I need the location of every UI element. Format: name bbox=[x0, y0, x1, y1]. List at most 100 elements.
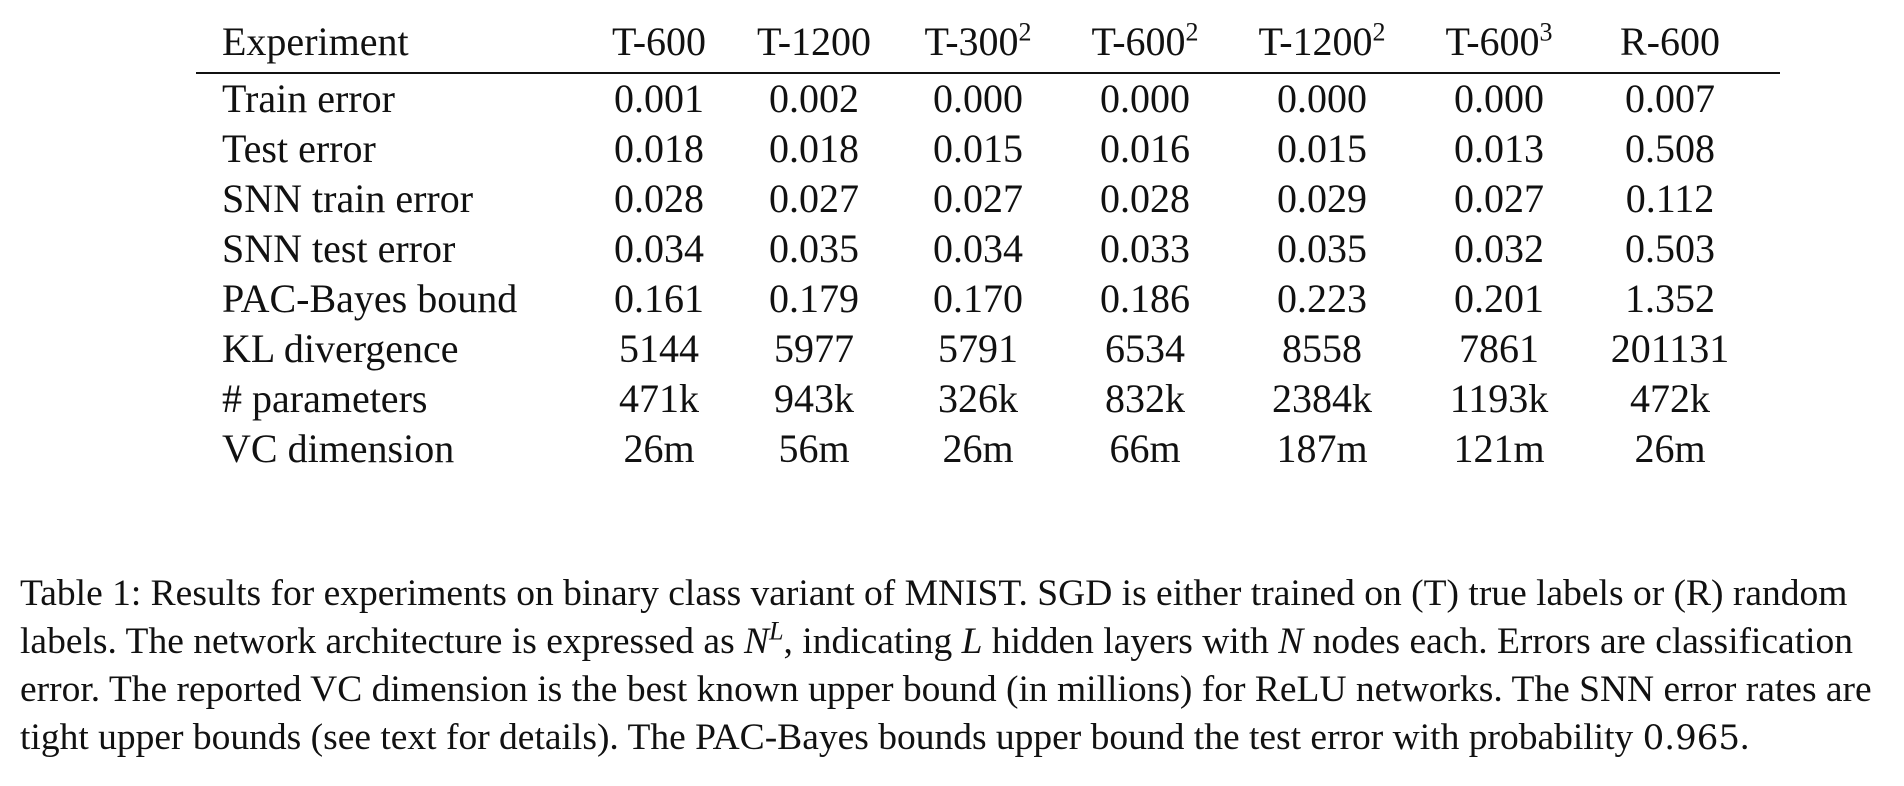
table-cell: 832k bbox=[1105, 376, 1185, 421]
table-cell: 26m bbox=[623, 426, 695, 471]
table-row: Test error 0.018 0.018 0.015 0.016 0.015 0.013… bbox=[196, 124, 1780, 174]
table-cell: 121m bbox=[1453, 426, 1545, 471]
row-label: # parameters bbox=[222, 376, 428, 421]
row-label: KL divergence bbox=[222, 326, 459, 371]
caption-math-n: N bbox=[744, 620, 770, 662]
table-cell: 0.033 bbox=[1100, 226, 1190, 271]
table-cell: 0.179 bbox=[769, 276, 859, 321]
results-table: Experiment T-600 T-1200 T-3002 T-6002 T-… bbox=[196, 12, 1780, 474]
table-cell: 0.001 bbox=[614, 76, 704, 121]
header-col-base: T-300 bbox=[924, 19, 1019, 64]
header-col-exp: 3 bbox=[1539, 17, 1553, 47]
table-cell: 5977 bbox=[774, 326, 854, 371]
table-cell: 943k bbox=[774, 376, 854, 421]
header-col-base: T-600 bbox=[1091, 19, 1186, 64]
caption-text: . bbox=[1740, 716, 1750, 758]
table-cell: 0.028 bbox=[614, 176, 704, 221]
table-cell: 0.032 bbox=[1454, 226, 1544, 271]
table-cell: 0.503 bbox=[1625, 226, 1715, 271]
header-col-base: T-1200 bbox=[1258, 19, 1373, 64]
table-cell: 66m bbox=[1109, 426, 1181, 471]
table-cell: 0.201 bbox=[1454, 276, 1544, 321]
caption-text: hidden layers with bbox=[982, 620, 1279, 662]
caption-text: Table 1: Results for experiments on bina… bbox=[20, 572, 1848, 662]
table-cell: 0.000 bbox=[933, 76, 1023, 121]
table-cell: 1193k bbox=[1449, 376, 1549, 421]
table-cell: 0.027 bbox=[1454, 176, 1544, 221]
table-row: PAC-Bayes bound 0.161 0.179 0.170 0.186 0.223… bbox=[196, 274, 1780, 324]
table-cell: 0.007 bbox=[1625, 76, 1715, 121]
table-cell: 0.002 bbox=[769, 76, 859, 121]
header-experiment: Experiment bbox=[222, 19, 409, 64]
table-cell: 0.027 bbox=[933, 176, 1023, 221]
table-cell: 0.015 bbox=[1277, 126, 1367, 171]
table-cell: 326k bbox=[938, 376, 1018, 421]
row-label: Train error bbox=[222, 76, 395, 121]
table-cell: 0.018 bbox=[769, 126, 859, 171]
header-col-4: T-6002 bbox=[1062, 12, 1228, 73]
table-cell: 201131 bbox=[1610, 326, 1730, 371]
table-cell: 0.161 bbox=[614, 276, 704, 321]
header-col-2: T-1200 bbox=[734, 12, 894, 73]
caption-text: , indicating bbox=[783, 620, 962, 662]
header-col-base: T-600 bbox=[611, 19, 707, 64]
table-cell: 0.170 bbox=[933, 276, 1023, 321]
table-cell: 5144 bbox=[619, 326, 699, 371]
table-cell: 2384k bbox=[1272, 376, 1372, 421]
header-col-exp: 2 bbox=[1018, 17, 1032, 47]
table-cell: 0.508 bbox=[1625, 126, 1715, 171]
caption-probability: 0.965 bbox=[1642, 717, 1740, 758]
table-cell: 0.000 bbox=[1454, 76, 1544, 121]
table-row: # parameters 471k 943k 326k 832k 2384k 1193k 47… bbox=[196, 374, 1780, 424]
table-cell: 471k bbox=[619, 376, 699, 421]
table-cell: 26m bbox=[1634, 426, 1706, 471]
header-col-3: T-3002 bbox=[894, 12, 1062, 73]
table-cell: 187m bbox=[1276, 426, 1368, 471]
table-cell: 0.018 bbox=[614, 126, 704, 171]
table-cell: 6534 bbox=[1105, 326, 1185, 371]
table-cell: 0.016 bbox=[1100, 126, 1190, 171]
header-col-1: T-600 bbox=[584, 12, 734, 73]
header-col-7: R-600 bbox=[1582, 12, 1780, 73]
table-row: SNN train error 0.028 0.027 0.027 0.028 0.029… bbox=[196, 174, 1780, 224]
table-caption: Table 1: Results for experiments on bina… bbox=[20, 570, 1900, 762]
table-cell: 0.028 bbox=[1100, 176, 1190, 221]
table-cell: 0.034 bbox=[933, 226, 1023, 271]
table-cell: 56m bbox=[778, 426, 850, 471]
table-cell: 26m bbox=[942, 426, 1014, 471]
row-label: Test error bbox=[222, 126, 376, 171]
header-col-base: T-600 bbox=[1445, 19, 1540, 64]
table-cell: 0.000 bbox=[1277, 76, 1367, 121]
table-cell: 1.352 bbox=[1625, 276, 1715, 321]
table-row: KL divergence 5144 5977 5791 6534 8558 7861 201… bbox=[196, 324, 1780, 374]
row-label: SNN train error bbox=[222, 176, 474, 221]
table-cell: 0.013 bbox=[1454, 126, 1544, 171]
table-cell: 0.034 bbox=[614, 226, 704, 271]
table-header: Experiment T-600 T-1200 T-3002 T-6002 T-… bbox=[196, 12, 1780, 73]
header-col-exp: 2 bbox=[1185, 17, 1199, 47]
header-col-6: T-6003 bbox=[1416, 12, 1582, 73]
caption-text: nodes each. Errors are classification er… bbox=[20, 620, 1872, 758]
caption-math-l-superscript: L bbox=[769, 616, 784, 645]
row-label: VC dimension bbox=[222, 426, 455, 471]
caption-math-n: N bbox=[1278, 620, 1304, 662]
header-col-exp: 2 bbox=[1372, 17, 1386, 47]
table-cell: 0.112 bbox=[1625, 176, 1715, 221]
table-cell: 0.035 bbox=[1277, 226, 1367, 271]
table-cell: 0.035 bbox=[769, 226, 859, 271]
table-row: Train error 0.001 0.002 0.000 0.000 0.000 0.00… bbox=[196, 73, 1780, 124]
table-cell: 0.029 bbox=[1277, 176, 1367, 221]
row-label: SNN test error bbox=[222, 226, 456, 271]
table-row: SNN test error 0.034 0.035 0.034 0.033 0.035 0… bbox=[196, 224, 1780, 274]
table-cell: 0.000 bbox=[1100, 76, 1190, 121]
table-cell: 0.027 bbox=[769, 176, 859, 221]
table-row: VC dimension 26m 56m 26m 66m 187m 121m 26m bbox=[196, 424, 1780, 474]
header-col-5: T-12002 bbox=[1228, 12, 1416, 73]
caption-math-l: L bbox=[961, 620, 983, 662]
table-cell: 472k bbox=[1630, 376, 1710, 421]
header-col-base: R-600 bbox=[1620, 19, 1720, 64]
table-cell: 0.223 bbox=[1277, 276, 1367, 321]
header-row: Experiment T-600 T-1200 T-3002 T-6002 T-… bbox=[196, 12, 1780, 73]
table-cell: 8558 bbox=[1282, 326, 1362, 371]
